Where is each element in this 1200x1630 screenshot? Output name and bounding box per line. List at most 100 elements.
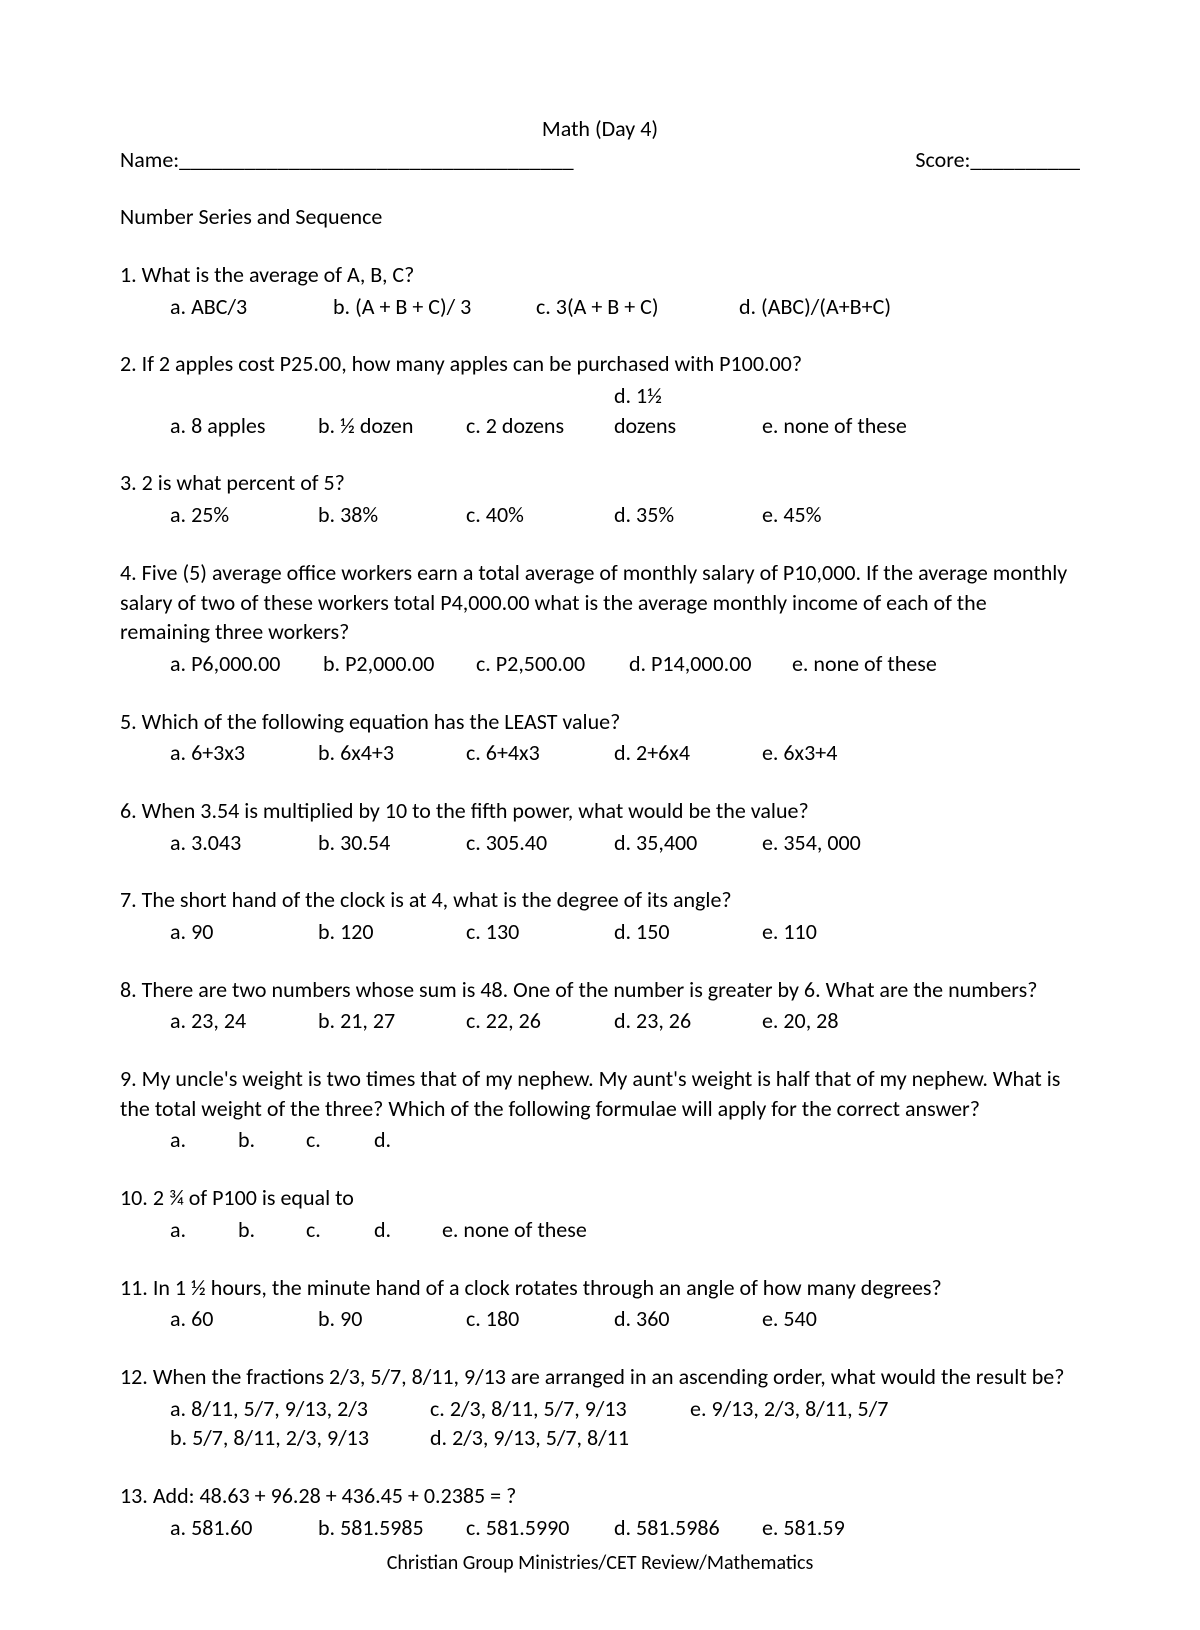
worksheet-page: Math (Day 4) Name:______________________… xyxy=(0,0,1200,1630)
question-text: 8. There are two numbers whose sum is 48… xyxy=(120,975,1080,1005)
option: b. 6x4+3 xyxy=(318,738,433,768)
option: a. 23, 24 xyxy=(170,1006,285,1036)
option: a. P6,000.00 xyxy=(170,649,290,679)
question-11: 11. In 1 ½ hours, the minute hand of a c… xyxy=(120,1273,1080,1334)
option: a. 90 xyxy=(170,917,285,947)
option: e. 540 xyxy=(762,1304,817,1334)
question-10: 10. 2 ¾ of P100 is equal to a. b. c. d. … xyxy=(120,1183,1080,1244)
question-text: 13. Add: 48.63 + 96.28 + 436.45 + 0.2385… xyxy=(120,1481,1080,1511)
option: c. 305.40 xyxy=(466,828,581,858)
option: e. 9/13, 2/3, 8/11, 5/7 xyxy=(690,1394,950,1424)
question-options: a. b. c. d. xyxy=(120,1125,1080,1155)
option: b. ½ dozen xyxy=(318,411,433,441)
option: c. 2/3, 8/11, 5/7, 9/13 xyxy=(430,1394,690,1424)
option: b. 5/7, 8/11, 2/3, 9/13 xyxy=(170,1423,430,1453)
option: a. 25% xyxy=(170,500,285,530)
name-field: Name:___________________________________… xyxy=(120,146,574,173)
option: d. 360 xyxy=(614,1304,729,1334)
question-text: 1. What is the average of A, B, C? xyxy=(120,260,1080,290)
question-text: 4. Five (5) average office workers earn … xyxy=(120,558,1080,647)
option: e. none of these xyxy=(792,649,937,679)
question-options: a. 25% b. 38% c. 40% d. 35% e. 45% xyxy=(120,500,1080,530)
option: e. 6x3+4 xyxy=(762,738,837,768)
option: c. 2 dozens xyxy=(466,411,581,441)
option: b. 120 xyxy=(318,917,433,947)
option: b. 38% xyxy=(318,500,433,530)
option: e. none of these xyxy=(762,411,907,441)
option: d. 581.5986 xyxy=(614,1513,729,1543)
option: b. xyxy=(238,1125,273,1155)
question-text: 3. 2 is what percent of 5? xyxy=(120,468,1080,498)
question-options: a. 60 b. 90 c. 180 d. 360 e. 540 xyxy=(120,1304,1080,1334)
option: b. 21, 27 xyxy=(318,1006,433,1036)
option: a. xyxy=(170,1125,205,1155)
question-text: 7. The short hand of the clock is at 4, … xyxy=(120,885,1080,915)
option: a. 6+3x3 xyxy=(170,738,285,768)
option: a. xyxy=(170,1215,205,1245)
option: a. 581.60 xyxy=(170,1513,285,1543)
option: c. xyxy=(306,1215,341,1245)
question-1: 1. What is the average of A, B, C? a. AB… xyxy=(120,260,1080,321)
score-field: Score:__________ xyxy=(915,146,1080,173)
option: b. 581.5985 xyxy=(318,1513,433,1543)
option: d. 2+6x4 xyxy=(614,738,729,768)
question-options: a. 581.60 b. 581.5985 c. 581.5990 d. 581… xyxy=(120,1513,1080,1543)
question-options: a. b. c. d. e. none of these xyxy=(120,1215,1080,1245)
question-options: a. ABC/3 b. (A + B + C)/ 3 c. 3(A + B + … xyxy=(120,292,1080,322)
question-options: a. 6+3x3 b. 6x4+3 c. 6+4x3 d. 2+6x4 e. 6… xyxy=(120,738,1080,768)
option: c. 22, 26 xyxy=(466,1006,581,1036)
section-title: Number Series and Sequence xyxy=(120,203,1080,230)
question-8: 8. There are two numbers whose sum is 48… xyxy=(120,975,1080,1036)
question-text: 9. My uncle's weight is two times that o… xyxy=(120,1064,1080,1123)
option: d. 35,400 xyxy=(614,828,729,858)
option: d. 23, 26 xyxy=(614,1006,729,1036)
option: d. P14,000.00 xyxy=(629,649,759,679)
question-options: a. 8 apples b. ½ dozen c. 2 dozens d. 1½… xyxy=(120,381,1080,440)
question-text: 10. 2 ¾ of P100 is equal to xyxy=(120,1183,1080,1213)
option: d. 2/3, 9/13, 5/7, 8/11 xyxy=(430,1423,690,1453)
option: b. xyxy=(238,1215,273,1245)
option: e. none of these xyxy=(442,1215,587,1245)
question-text: 5. Which of the following equation has t… xyxy=(120,707,1080,737)
option: c. 180 xyxy=(466,1304,581,1334)
page-footer: Christian Group Ministries/CET Review/Ma… xyxy=(0,1551,1200,1575)
question-text: 6. When 3.54 is multiplied by 10 to the … xyxy=(120,796,1080,826)
option: b. P2,000.00 xyxy=(323,649,443,679)
question-text: 11. In 1 ½ hours, the minute hand of a c… xyxy=(120,1273,1080,1303)
question-5: 5. Which of the following equation has t… xyxy=(120,707,1080,768)
option: c. 6+4x3 xyxy=(466,738,581,768)
option: e. 354, 000 xyxy=(762,828,861,858)
option: b. 30.54 xyxy=(318,828,433,858)
question-text: 2. If 2 apples cost P25.00, how many app… xyxy=(120,349,1080,379)
question-options: a. 90 b. 120 c. 130 d. 150 e. 110 xyxy=(120,917,1080,947)
question-text: 12. When the fractions 2/3, 5/7, 8/11, 9… xyxy=(120,1362,1080,1392)
option: d. xyxy=(374,1215,409,1245)
option: e. 110 xyxy=(762,917,817,947)
question-6: 6. When 3.54 is multiplied by 10 to the … xyxy=(120,796,1080,857)
option: a. 3.043 xyxy=(170,828,285,858)
option: c. xyxy=(306,1125,341,1155)
page-title: Math (Day 4) xyxy=(120,115,1080,142)
option: d. 150 xyxy=(614,917,729,947)
option: a. ABC/3 xyxy=(170,292,300,322)
option: e. 20, 28 xyxy=(762,1006,839,1036)
option: b. (A + B + C)/ 3 xyxy=(333,292,503,322)
option: b. 90 xyxy=(318,1304,433,1334)
option: d. 35% xyxy=(614,500,729,530)
option: e. 581.59 xyxy=(762,1513,845,1543)
option: a. 60 xyxy=(170,1304,285,1334)
option: d. 1½ dozens xyxy=(614,381,729,440)
option: e. 45% xyxy=(762,500,822,530)
option: c. 130 xyxy=(466,917,581,947)
option: c. P2,500.00 xyxy=(476,649,596,679)
question-9: 9. My uncle's weight is two times that o… xyxy=(120,1064,1080,1155)
question-options: a. P6,000.00 b. P2,000.00 c. P2,500.00 d… xyxy=(120,649,1080,679)
option: c. 3(A + B + C) xyxy=(536,292,706,322)
question-options: a. 23, 24 b. 21, 27 c. 22, 26 d. 23, 26 … xyxy=(120,1006,1080,1036)
question-options: a. 8/11, 5/7, 9/13, 2/3 c. 2/3, 8/11, 5/… xyxy=(120,1394,1080,1453)
option: a. 8/11, 5/7, 9/13, 2/3 xyxy=(170,1394,430,1424)
option: a. 8 apples xyxy=(170,411,285,441)
option: c. 40% xyxy=(466,500,581,530)
question-4: 4. Five (5) average office workers earn … xyxy=(120,558,1080,679)
question-12: 12. When the fractions 2/3, 5/7, 8/11, 9… xyxy=(120,1362,1080,1453)
